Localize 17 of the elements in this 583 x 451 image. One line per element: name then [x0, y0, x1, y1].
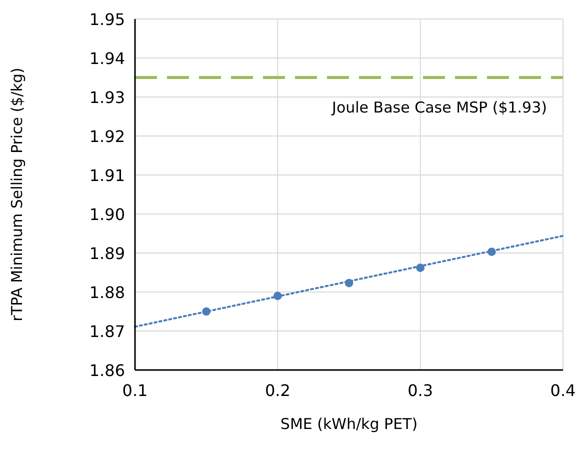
y-tick-label: 1.87 — [89, 322, 125, 341]
x-tick-label: 0.4 — [550, 381, 576, 400]
x-tick-label: 0.2 — [264, 381, 290, 400]
x-tick-label: 0.3 — [408, 381, 434, 400]
x-axis-title: SME (kWh/kg PET) — [280, 415, 418, 433]
y-tick-label: 1.93 — [89, 88, 125, 107]
y-tick-label: 1.95 — [89, 10, 125, 29]
y-tick-label: 1.92 — [89, 127, 125, 146]
y-axis-title: rTPA Minimum Selling Price ($/kg) — [8, 68, 26, 322]
x-tick-label: 0.1 — [122, 381, 148, 400]
y-tick-label: 1.89 — [89, 244, 125, 263]
y-tick-label: 1.94 — [89, 49, 125, 68]
y-tick-label: 1.90 — [89, 205, 125, 224]
y-tick-label: 1.88 — [89, 283, 125, 302]
ref-line-label: Joule Base Case MSP ($1.93) — [331, 98, 547, 116]
y-tick-label: 1.86 — [89, 361, 125, 380]
y-tick-label: 1.91 — [89, 166, 125, 185]
